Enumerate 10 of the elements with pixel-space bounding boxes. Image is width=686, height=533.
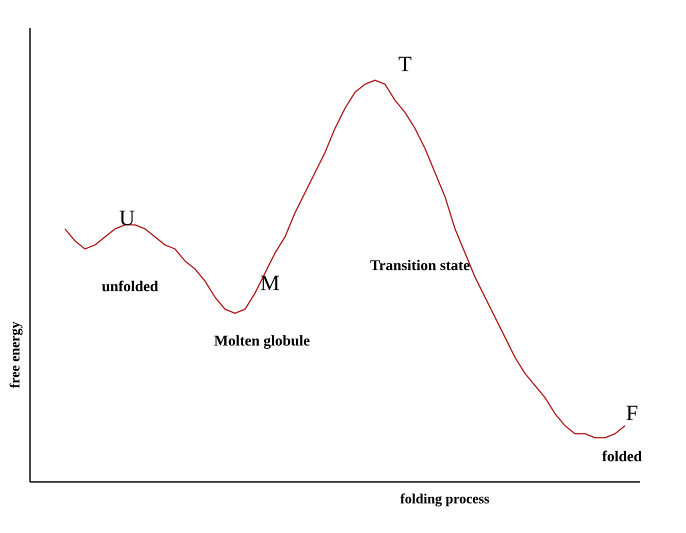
text: T: [398, 56, 412, 72]
annotation: folded: [602, 450, 642, 462]
annotation: unfolded: [102, 280, 158, 292]
annotation: Transition state: [370, 260, 470, 270]
annotation: F: [626, 406, 638, 420]
annotation: M: [260, 276, 280, 290]
annotation: U: [120, 210, 134, 226]
x-axis-title: folding process: [400, 494, 490, 506]
annotation: Molten globule: [214, 335, 310, 349]
y-axis-title: free energy: [10, 322, 22, 388]
